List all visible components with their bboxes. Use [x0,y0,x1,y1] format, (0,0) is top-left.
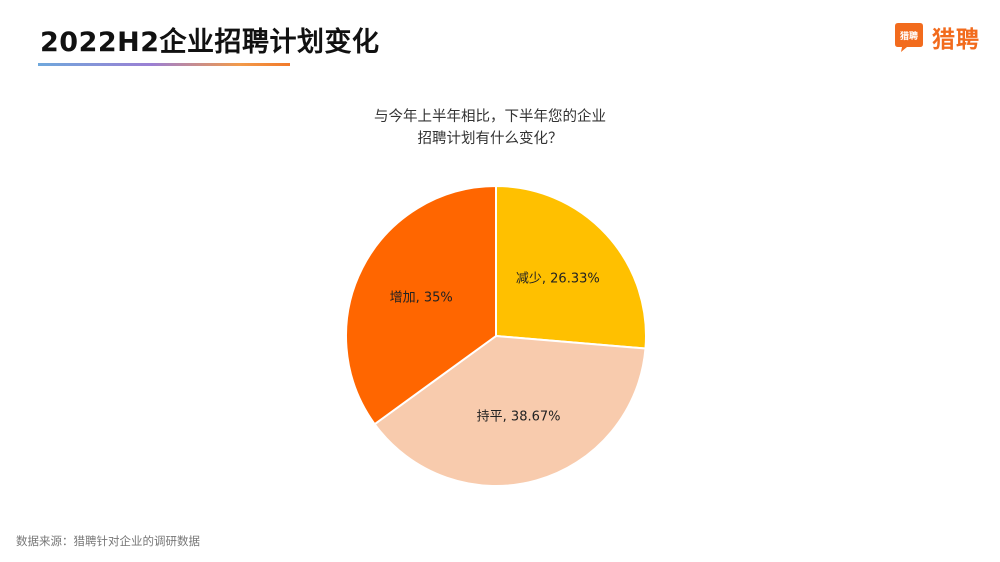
page-title: 2022H2企业招聘计划变化 [40,27,380,58]
data-source-note: 数据来源：猎聘针对企业的调研数据 [16,534,200,548]
chat-bubble-logo-icon: 猎聘 [895,23,923,52]
pie-slice-label-2: 持平, 38.67% [477,409,561,424]
pie-slice-3 [345,184,497,426]
chart-title-line-2: 招聘计划有什么变化？ [417,131,563,147]
chart-title-line-1: 与今年上半年相比，下半年您的企业 [374,109,606,125]
pie-slice-1 [495,184,647,350]
pie-slice-label-3: 增加, 35% [390,290,453,305]
logo-text: 猎聘 [932,27,980,53]
title-underline [38,63,290,66]
pie-slice-2 [373,334,647,488]
brand-logo: 猎聘 猎聘 [892,20,980,54]
logo-icon-text: 猎聘 [900,30,918,42]
pie-slice-label-1: 减少, 26.33% [516,272,600,287]
chart-title: 与今年上半年相比，下半年您的企业 招聘计划有什么变化？ [320,106,660,150]
